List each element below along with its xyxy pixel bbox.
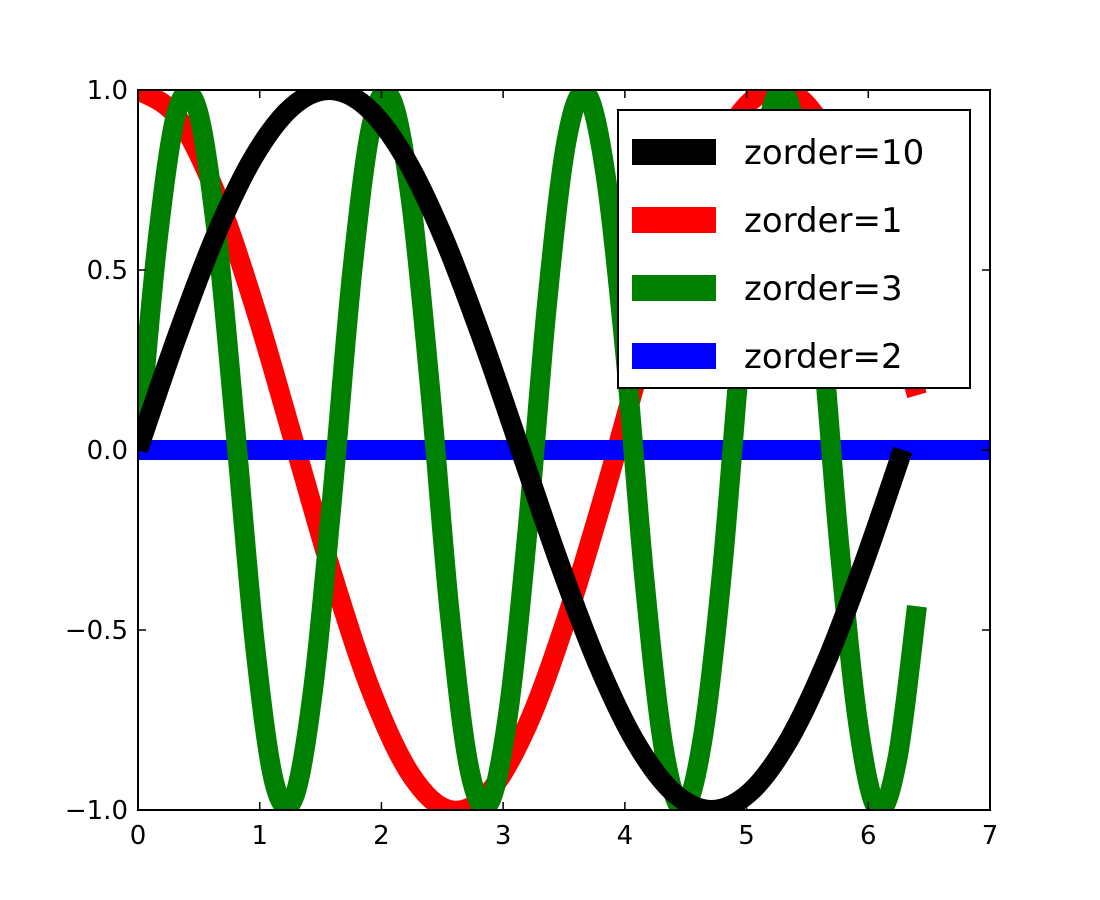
- x-tick-label: 4: [617, 821, 634, 851]
- y-tick-label: −0.5: [65, 616, 128, 646]
- ticks-layer: 0 1 2 3 4 5 6 7 −1.0 −0.5 0.0 0.5 1.0: [65, 76, 998, 851]
- y-tick-label: 0.0: [87, 436, 128, 466]
- x-tick-label: 3: [495, 821, 512, 851]
- x-tick-label: 5: [738, 821, 755, 851]
- legend: zorder=10 zorder=1 zorder=3 zorder=2: [617, 109, 971, 389]
- x-tick-label: 2: [373, 821, 390, 851]
- x-tick-label: 0: [130, 821, 147, 851]
- legend-label: zorder=10: [744, 133, 924, 173]
- series-layer: [138, 90, 990, 810]
- x-tick-label: 1: [251, 821, 268, 851]
- x-tick-label: 6: [860, 821, 877, 851]
- series-line-zorder-3: [138, 90, 927, 810]
- legend-label: zorder=3: [744, 269, 903, 309]
- y-tick-label: 1.0: [87, 76, 128, 106]
- series-line-zorder-10: [138, 90, 913, 810]
- y-tick-label: −1.0: [65, 796, 128, 826]
- y-tick-label: 0.5: [87, 256, 128, 286]
- legend-label: zorder=1: [744, 201, 903, 241]
- legend-label: zorder=2: [744, 337, 903, 377]
- x-tick-label: 7: [982, 821, 999, 851]
